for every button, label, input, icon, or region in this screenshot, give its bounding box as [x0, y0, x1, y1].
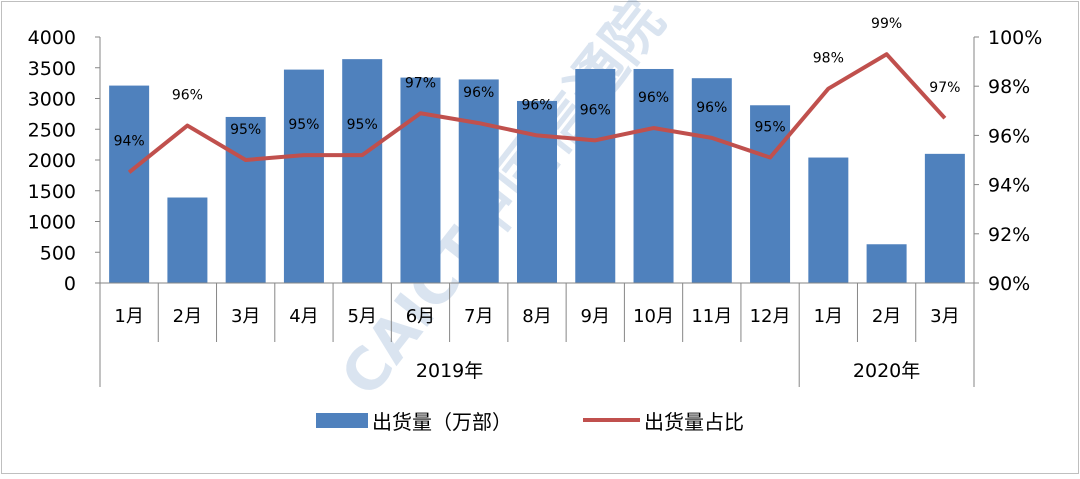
data-label-11: 96%: [696, 100, 727, 116]
bar-15: [925, 154, 965, 283]
x-category-label-15: 3月: [930, 306, 959, 327]
y-left-tick-label: 1500: [28, 181, 76, 203]
bar-1: [109, 86, 149, 283]
data-label-9: 96%: [580, 102, 611, 118]
data-label-1: 94%: [114, 133, 145, 149]
x-category-label-1: 1月: [114, 306, 143, 327]
y-right-tick-label: 94%: [988, 175, 1030, 197]
y-right-tick-label: 100%: [988, 27, 1042, 49]
bar-9: [575, 69, 615, 283]
y-right-tick-label: 90%: [988, 273, 1030, 295]
bar-7: [459, 79, 499, 283]
y-left-tick-label: 0: [64, 273, 76, 295]
data-label-8: 96%: [521, 97, 552, 113]
y-left-tick-label: 3000: [28, 89, 76, 111]
bar-13: [808, 158, 848, 283]
data-label-4: 95%: [288, 117, 319, 133]
x-category-label-10: 10月: [633, 306, 674, 327]
y-left-tick-label: 4000: [28, 27, 76, 49]
data-label-7: 96%: [463, 85, 494, 101]
y-right-tick-label: 92%: [988, 224, 1030, 246]
y-left-tick-label: 2500: [28, 119, 76, 141]
y-right-tick-label: 98%: [988, 76, 1030, 98]
bar-5: [342, 59, 382, 283]
x-category-label-14: 2月: [872, 306, 901, 327]
legend-swatch-bars: [316, 413, 368, 428]
legend-label-line: 出货量占比: [644, 410, 744, 434]
bar-8: [517, 101, 557, 283]
y-left-tick-label: 3500: [28, 58, 76, 80]
y-left-tick-label: 500: [40, 242, 76, 264]
x-category-label-13: 1月: [814, 306, 843, 327]
x-group-label-1: 2019年: [416, 360, 483, 382]
bar-3: [226, 117, 266, 283]
bar-4: [284, 70, 324, 283]
data-label-12: 95%: [755, 120, 786, 136]
legend-label-bars: 出货量（万部）: [372, 410, 512, 434]
x-category-label-11: 11月: [691, 306, 732, 327]
x-category-label-5: 5月: [347, 306, 376, 327]
x-category-label-7: 7月: [464, 306, 493, 327]
y-left-tick-label: 1000: [28, 212, 76, 234]
x-category-label-6: 6月: [406, 306, 435, 327]
data-label-3: 95%: [230, 122, 261, 138]
bar-2: [167, 198, 207, 283]
x-category-label-3: 3月: [231, 306, 260, 327]
x-category-label-12: 12月: [750, 306, 791, 327]
data-label-2: 96%: [172, 88, 203, 104]
data-label-13: 98%: [813, 51, 844, 67]
bar-6: [400, 78, 440, 283]
bar-14: [867, 244, 907, 283]
data-label-14: 99%: [871, 16, 902, 32]
data-label-15: 97%: [929, 80, 960, 96]
x-group-label-2: 2020年: [853, 360, 920, 382]
data-label-6: 97%: [405, 75, 436, 91]
x-category-label-9: 9月: [581, 306, 610, 327]
x-category-label-8: 8月: [522, 306, 551, 327]
y-right-tick-label: 96%: [988, 125, 1030, 147]
y-left-tick-label: 2000: [28, 150, 76, 172]
data-label-5: 95%: [347, 117, 378, 133]
data-label-10: 96%: [638, 90, 669, 106]
x-category-label-2: 2月: [173, 306, 202, 327]
x-category-label-4: 4月: [289, 306, 318, 327]
